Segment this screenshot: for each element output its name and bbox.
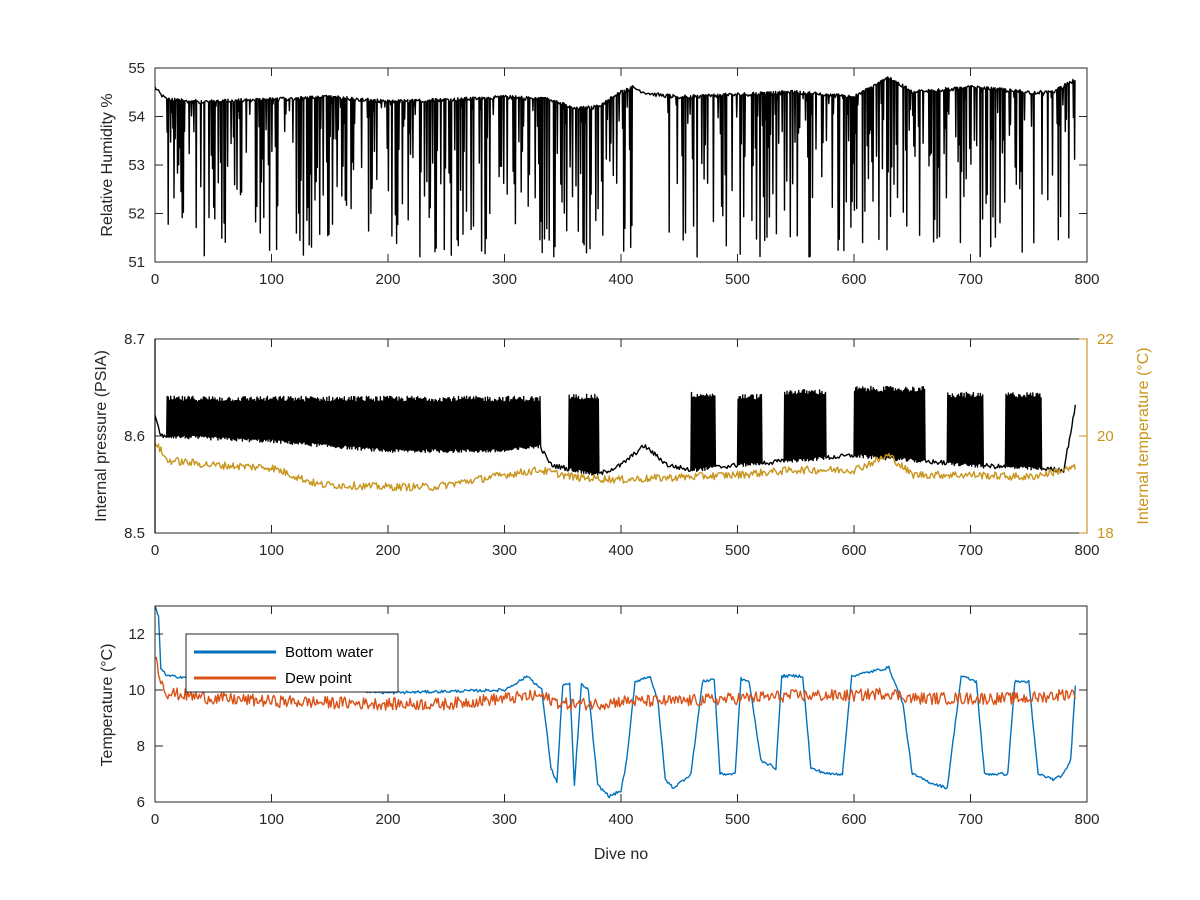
x-tick-label: 800 — [1074, 542, 1099, 559]
y-tick-label: 10 — [128, 682, 145, 699]
x-tick-label: 100 — [259, 811, 284, 828]
legend-label-bottom-water: Bottom water — [285, 644, 373, 661]
x-tick-label: 700 — [958, 542, 983, 559]
x-tick-label: 0 — [151, 811, 159, 828]
x-tick-label: 700 — [958, 811, 983, 828]
x-tick-label: 100 — [259, 542, 284, 559]
series-line-pressure — [155, 385, 1076, 476]
x-tick-label: 600 — [841, 542, 866, 559]
series-line-internal-temperature — [155, 442, 1076, 492]
y-tick-label: 12 — [128, 626, 145, 643]
x-tick-label: 300 — [492, 811, 517, 828]
pressure-panel: Internal pressure (PSIA) Internal temper… — [93, 331, 1152, 559]
y-tick-label: 8.6 — [124, 428, 145, 445]
x-tick-label: 400 — [608, 542, 633, 559]
x-tick-label: 200 — [375, 271, 400, 288]
x-tick-label: 600 — [841, 271, 866, 288]
legend-box — [185, 633, 399, 693]
y-tick-label: 51 — [128, 254, 145, 271]
x-tick-label: 100 — [259, 271, 284, 288]
y2-tick-label: 22 — [1097, 331, 1114, 348]
humidity-y-axis-label: Relative Humidity % — [99, 93, 116, 236]
x-tick-label: 0 — [151, 542, 159, 559]
series-line-dew-point — [155, 656, 1076, 711]
x-tick-label: 500 — [725, 542, 750, 559]
x-tick-label: 800 — [1074, 271, 1099, 288]
y-tick-label: 8.5 — [124, 525, 145, 542]
x-tick-label: 200 — [375, 811, 400, 828]
y-tick-label: 54 — [128, 109, 145, 126]
pressure-y-axis-label: Internal pressure (PSIA) — [93, 350, 110, 522]
x-tick-label: 500 — [725, 271, 750, 288]
x-tick-label: 600 — [841, 811, 866, 828]
x-tick-label: 200 — [375, 542, 400, 559]
x-tick-label: 500 — [725, 811, 750, 828]
y-tick-label: 55 — [128, 60, 145, 77]
x-tick-label: 800 — [1074, 811, 1099, 828]
humidity-panel: Relative Humidity % 0 100 200 300 400 500 600 7… — [99, 60, 1100, 288]
x-tick-label: 300 — [492, 271, 517, 288]
internal-temperature-y-axis-label: Internal temperature (°C) — [1135, 347, 1152, 524]
y-tick-label: 8 — [137, 738, 145, 755]
x-tick-label: 400 — [608, 271, 633, 288]
x-tick-label: 700 — [958, 271, 983, 288]
temperature-panel: Temperature (°C) Dive no 0 100 200 300 400 50… — [99, 605, 1100, 863]
y-tick-label: 8.7 — [124, 331, 145, 348]
x-axis-label: Dive no — [594, 846, 648, 863]
temperature-y-axis-label: Temperature (°C) — [99, 644, 116, 767]
series-line-humidity — [155, 76, 1076, 258]
y2-tick-label: 18 — [1097, 525, 1114, 542]
legend: Bottom water Dew point — [185, 633, 399, 693]
x-tick-label: 0 — [151, 271, 159, 288]
x-tick-label: 400 — [608, 811, 633, 828]
y-tick-label: 6 — [137, 794, 145, 811]
y-tick-label: 53 — [128, 157, 145, 174]
y2-tick-label: 20 — [1097, 428, 1114, 445]
x-tick-label: 300 — [492, 542, 517, 559]
legend-label-dew-point: Dew point — [285, 670, 353, 687]
y-tick-label: 52 — [128, 206, 145, 223]
